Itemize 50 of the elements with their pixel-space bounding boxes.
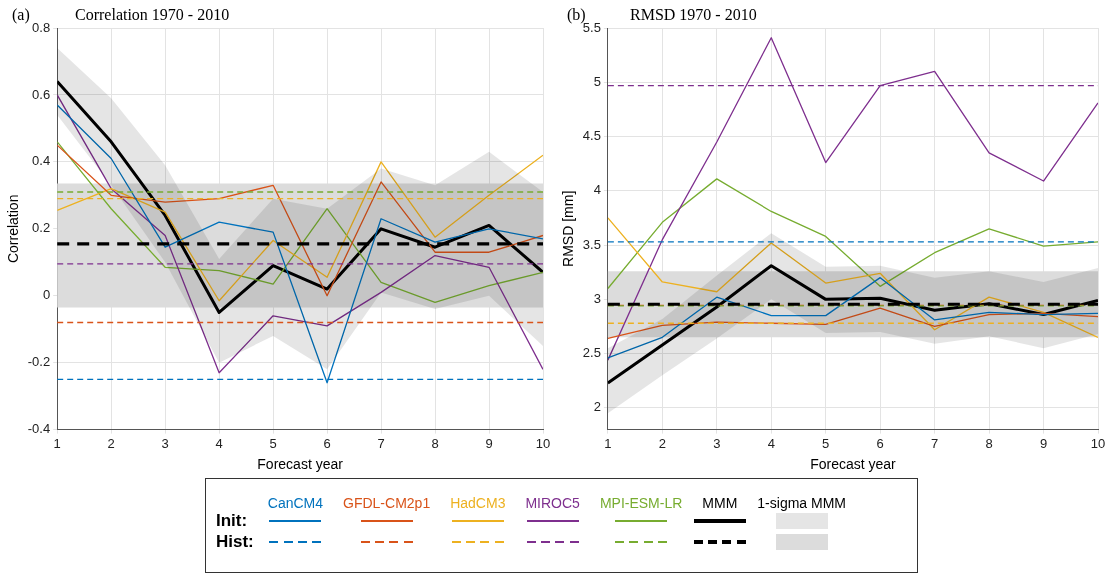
x-tick-label: 9 [485,435,493,451]
y-tick-label: 3.5 [582,236,601,252]
y-tick-label: 2.5 [582,345,601,361]
y-axis-title: Correlation [5,194,22,264]
y-tick-label: 3 [593,290,601,306]
text: Init: [215,511,249,531]
chart-title: Correlation 1970 - 2010 [75,6,230,24]
y-tick-label: -0.2 [27,354,51,370]
y-tick-label: 5 [593,73,601,89]
x-tick-label: 1 [53,435,61,451]
y-tick-label: 0.2 [32,220,51,236]
y-tick-label: 2 [593,399,601,415]
x-tick-label: 2 [658,435,666,451]
x-tick-label: 9 [1039,435,1048,451]
y-tick-label: 0.4 [32,153,51,169]
x-tick-label: 1 [604,435,612,451]
x-axis-title: Forecast year [257,456,344,473]
text: HadCM3 [449,494,507,511]
x-tick-label: 6 [876,435,884,451]
text: MMM [701,494,739,511]
y-tick-label: 0.6 [32,86,51,102]
x-tick-label: 7 [931,435,939,451]
x-tick-label: 6 [323,435,331,451]
x-tick-label: 4 [215,435,223,451]
y-tick-label: 4 [593,182,601,198]
text: MPI-ESM-LR [598,494,684,511]
x-tick-label: 8 [431,435,439,451]
x-tick-label: 8 [985,435,993,451]
y-tick-label: -0.4 [27,421,51,437]
x-tick-label: 10 [1090,435,1106,451]
x-tick-label: 7 [377,435,385,451]
text: 1-sigma MMM [756,494,847,511]
y-tick-label: 0.8 [32,19,51,35]
text: Hist: [215,531,255,553]
x-tick-label: 2 [107,435,115,451]
y-axis-title: RMSD [mm] [560,190,577,267]
text: (a) [12,6,30,25]
x-tick-label: 10 [535,435,551,451]
x-tick-label: 3 [713,435,721,451]
x-axis-title: Forecast year [810,456,897,473]
x-tick-label: 3 [161,435,169,451]
text: MIROC5 [524,494,581,511]
x-tick-label: 5 [822,435,830,451]
y-tick-label: 0 [42,287,51,303]
y-tick-label: 4.5 [582,128,601,144]
x-tick-label: 4 [767,435,775,451]
x-tick-label: 5 [269,435,277,451]
text: GFDL-CM2p1 [342,494,432,511]
text: CanCM4 [266,494,325,511]
chart-title: RMSD 1970 - 2010 [630,6,757,24]
